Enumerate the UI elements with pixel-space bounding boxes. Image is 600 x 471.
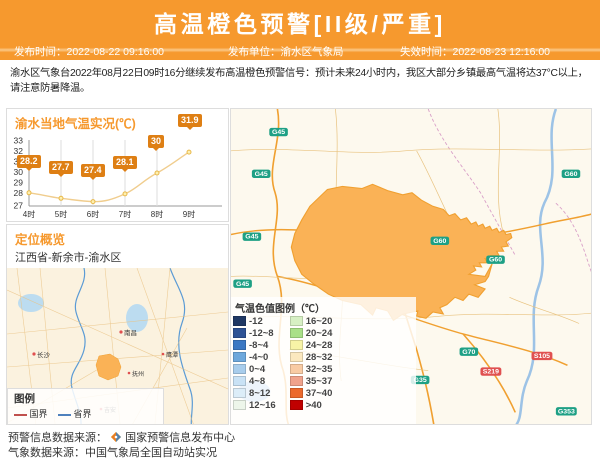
svg-text:鹰潭: 鹰潭 — [166, 351, 178, 359]
svg-text:S105: S105 — [534, 353, 551, 360]
svg-text:5时: 5时 — [55, 209, 67, 219]
svg-text:G60: G60 — [564, 171, 577, 178]
svg-text:G70: G70 — [462, 349, 475, 356]
svg-text:27: 27 — [14, 201, 24, 211]
svg-text:28: 28 — [14, 188, 24, 198]
svg-text:8时: 8时 — [151, 209, 163, 219]
svg-text:G45: G45 — [272, 129, 285, 136]
svg-text:抚州: 抚州 — [132, 370, 144, 378]
svg-text:G45: G45 — [236, 281, 249, 288]
svg-text:S219: S219 — [483, 369, 500, 376]
svg-text:29: 29 — [14, 178, 24, 188]
svg-text:G45: G45 — [255, 171, 268, 178]
svg-text:G45: G45 — [245, 234, 258, 241]
svg-text:长沙: 长沙 — [37, 350, 51, 359]
svg-text:南昌: 南昌 — [124, 328, 137, 337]
svg-text:G353: G353 — [558, 409, 575, 416]
svg-text:30: 30 — [14, 167, 24, 177]
svg-text:G60: G60 — [433, 238, 446, 245]
svg-text:6时: 6时 — [87, 209, 99, 219]
svg-text:7时: 7时 — [119, 209, 131, 219]
svg-text:G60: G60 — [489, 257, 502, 264]
svg-text:4时: 4时 — [23, 209, 35, 219]
svg-text:33: 33 — [14, 136, 24, 146]
svg-text:9时: 9时 — [183, 209, 195, 219]
